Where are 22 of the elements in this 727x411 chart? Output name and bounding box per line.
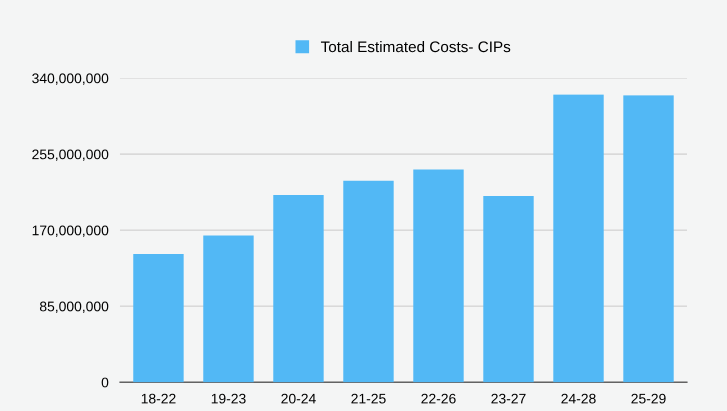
x-tick-label: 25-29 bbox=[631, 394, 666, 404]
x-tick-label: 19-23 bbox=[212, 394, 246, 404]
x-tick-label: 20-24 bbox=[281, 394, 316, 404]
y-tick-label: 340,000,000 bbox=[32, 73, 108, 85]
bar bbox=[203, 235, 254, 382]
x-tick-label: 22-26 bbox=[421, 394, 456, 404]
bar bbox=[553, 94, 604, 382]
y-tick-label: 0 bbox=[102, 378, 108, 388]
legend-label: Total Estimated Costs- CIPs bbox=[320, 40, 510, 52]
bar bbox=[343, 180, 394, 382]
bar bbox=[273, 195, 324, 382]
bar bbox=[623, 95, 674, 382]
y-tick-label: 170,000,000 bbox=[32, 225, 108, 237]
x-tick-label: 18-22 bbox=[142, 394, 176, 404]
y-tick-label: 255,000,000 bbox=[32, 149, 108, 161]
x-tick-label: 21-25 bbox=[351, 394, 386, 404]
bar bbox=[483, 196, 534, 382]
x-tick-label: 23-27 bbox=[491, 394, 526, 404]
bar bbox=[133, 254, 184, 382]
y-tick-label: 85,000,000 bbox=[40, 302, 108, 314]
x-tick-label: 24-28 bbox=[561, 394, 596, 404]
bar bbox=[413, 170, 464, 382]
